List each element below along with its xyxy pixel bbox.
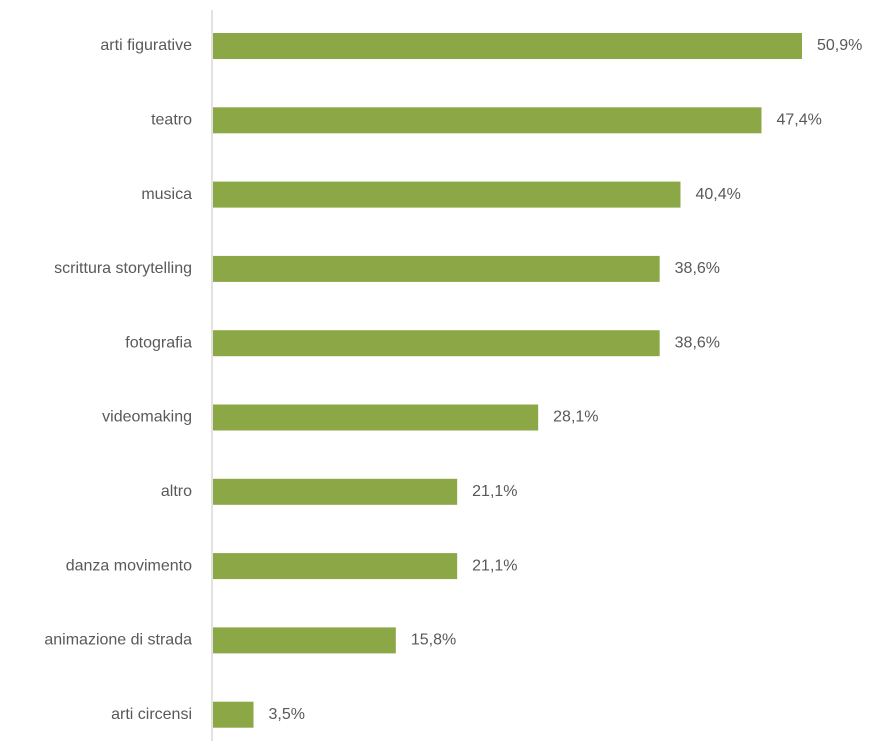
value-label: 50,9% <box>817 37 862 54</box>
category-label: musica <box>141 186 192 203</box>
category-label: videomaking <box>102 409 192 426</box>
value-label: 28,1% <box>553 409 598 426</box>
bar <box>213 33 802 59</box>
category-label: arti circensi <box>111 706 192 723</box>
value-label: 21,1% <box>472 557 517 574</box>
category-labels-group: arti figurative teatro musica scrittura sto… <box>44 37 192 723</box>
bar <box>213 330 660 357</box>
bar <box>213 404 539 431</box>
category-label: fotografia <box>125 334 192 351</box>
bar <box>213 255 660 282</box>
category-label: teatro <box>151 112 192 129</box>
value-label: 38,6% <box>675 334 720 351</box>
bar <box>213 478 458 505</box>
bar <box>213 553 458 580</box>
value-label: 3,5% <box>269 706 305 723</box>
value-label: 38,6% <box>675 260 720 277</box>
bar <box>213 107 762 134</box>
bar <box>213 181 681 208</box>
category-label: altro <box>161 483 192 500</box>
value-label: 15,8% <box>411 632 456 649</box>
category-label: scrittura storytelling <box>54 260 192 277</box>
bar <box>213 627 396 654</box>
value-labels-group: 50,9% 47,4% 40,4% 38,6% 38,6% 28,1% 21,1% 21,1%… <box>269 37 863 723</box>
bar <box>213 701 254 728</box>
value-label: 21,1% <box>472 483 517 500</box>
bars-group <box>213 33 802 728</box>
value-label: 40,4% <box>695 186 740 203</box>
category-label: animazione di strada <box>44 632 192 649</box>
category-label: arti figurative <box>100 37 192 54</box>
category-label: danza movimento <box>66 557 192 574</box>
value-label: 47,4% <box>776 112 821 129</box>
